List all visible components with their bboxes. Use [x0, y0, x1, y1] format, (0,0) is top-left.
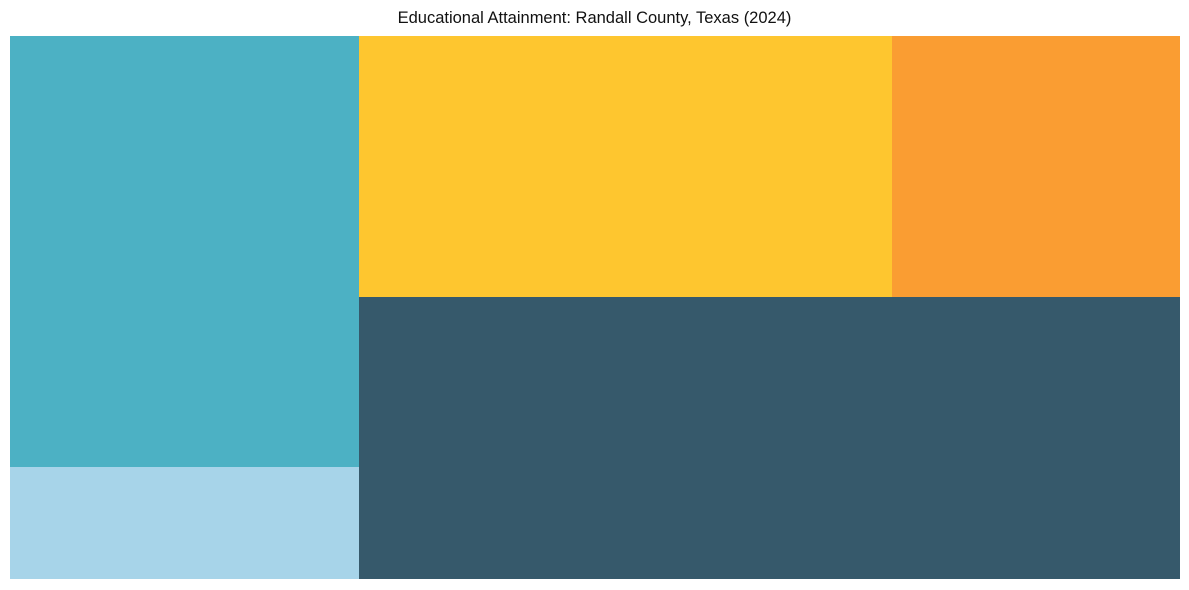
treemap-tile-orange[interactable]	[891, 36, 1180, 298]
treemap-tile-yellow[interactable]	[358, 36, 892, 298]
treemap-tile-darkslate[interactable]	[358, 297, 1180, 579]
treemap-tile-lightblue[interactable]	[10, 466, 359, 579]
treemap-tile-teal[interactable]	[10, 36, 359, 467]
chart-title: Educational Attainment: Randall County, …	[397, 9, 792, 27]
treemap-chart	[10, 36, 1180, 579]
